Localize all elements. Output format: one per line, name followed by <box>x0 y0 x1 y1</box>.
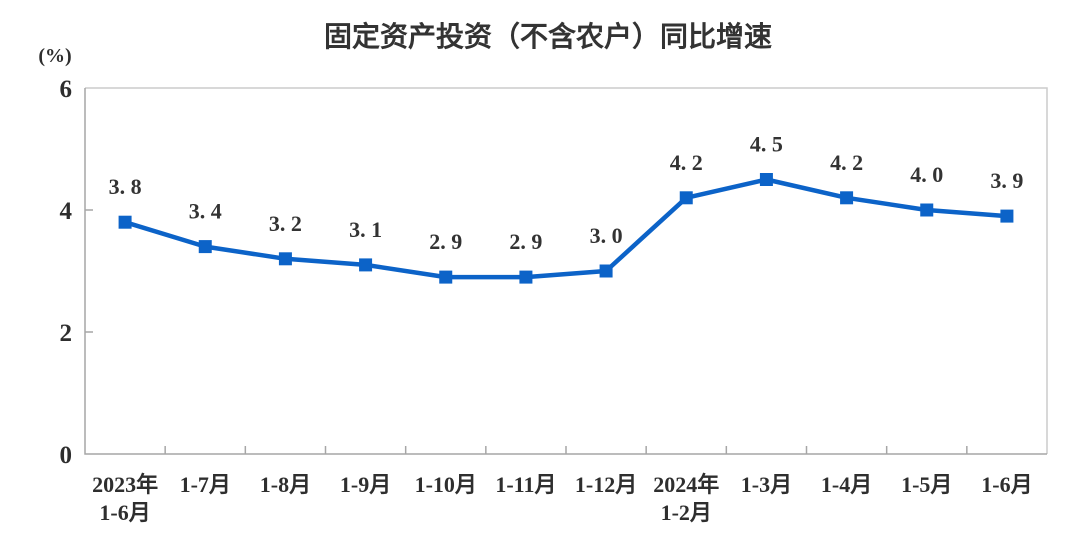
x-axis-category-label: 1-11月 <box>495 472 556 497</box>
x-axis-category-label: 1-6月 <box>981 472 1032 497</box>
y-axis-tick-label: 2 <box>60 320 73 347</box>
data-point-marker <box>679 191 693 205</box>
x-axis-category-label: 1-12月 <box>575 472 637 497</box>
y-axis-tick-label: 0 <box>60 442 73 469</box>
x-axis-category-label: 2024年 <box>653 472 719 497</box>
data-point-marker <box>439 270 453 284</box>
x-axis-category-label: 1-5月 <box>901 472 952 497</box>
x-axis-category-label: 1-9月 <box>340 472 391 497</box>
data-point-label: 4. 2 <box>670 150 703 175</box>
data-point-marker <box>1000 209 1014 223</box>
data-point-marker <box>759 173 773 186</box>
x-axis-category-label: 1-8月 <box>260 472 311 497</box>
data-point-label: 4. 0 <box>910 162 943 187</box>
plot-border <box>85 87 1048 454</box>
data-point-label: 3. 2 <box>269 211 302 236</box>
data-point-marker <box>519 270 533 284</box>
y-axis-tick-label: 4 <box>60 198 73 225</box>
data-point-label: 3. 8 <box>109 174 142 199</box>
data-point-marker <box>840 191 854 205</box>
x-axis-category-label: 2023年 <box>92 472 158 497</box>
x-axis-category-label: 1-10月 <box>415 472 477 497</box>
data-point-marker <box>599 264 613 278</box>
data-point-marker <box>198 240 212 254</box>
x-axis-category-label: 1-3月 <box>741 472 792 497</box>
y-axis-unit-label: (%) <box>38 45 71 67</box>
data-point-label: 3. 0 <box>590 223 623 248</box>
x-axis-category-label: 1-7月 <box>180 472 231 497</box>
data-point-marker <box>359 258 373 272</box>
chart-title: 固定资产投资（不含农户）同比增速 <box>324 20 772 52</box>
x-axis-category-sublabel: 1-2月 <box>661 500 712 525</box>
data-point-label: 3. 9 <box>990 168 1023 193</box>
data-point-marker <box>278 252 292 266</box>
data-point-label: 4. 5 <box>750 132 783 157</box>
data-point-label: 4. 2 <box>830 150 863 175</box>
x-axis-category-sublabel: 1-6月 <box>99 500 150 525</box>
axis-lines <box>84 88 1047 455</box>
data-point-label: 2. 9 <box>429 229 462 254</box>
data-point-label: 2. 9 <box>509 229 542 254</box>
y-axis-tick-label: 6 <box>60 76 73 103</box>
data-point-marker <box>118 215 132 229</box>
series-line <box>122 177 1010 280</box>
data-point-marker <box>920 203 934 217</box>
data-point-label: 3. 4 <box>189 199 222 224</box>
x-axis-category-label: 1-4月 <box>821 472 872 497</box>
data-point-label: 3. 1 <box>349 217 382 242</box>
